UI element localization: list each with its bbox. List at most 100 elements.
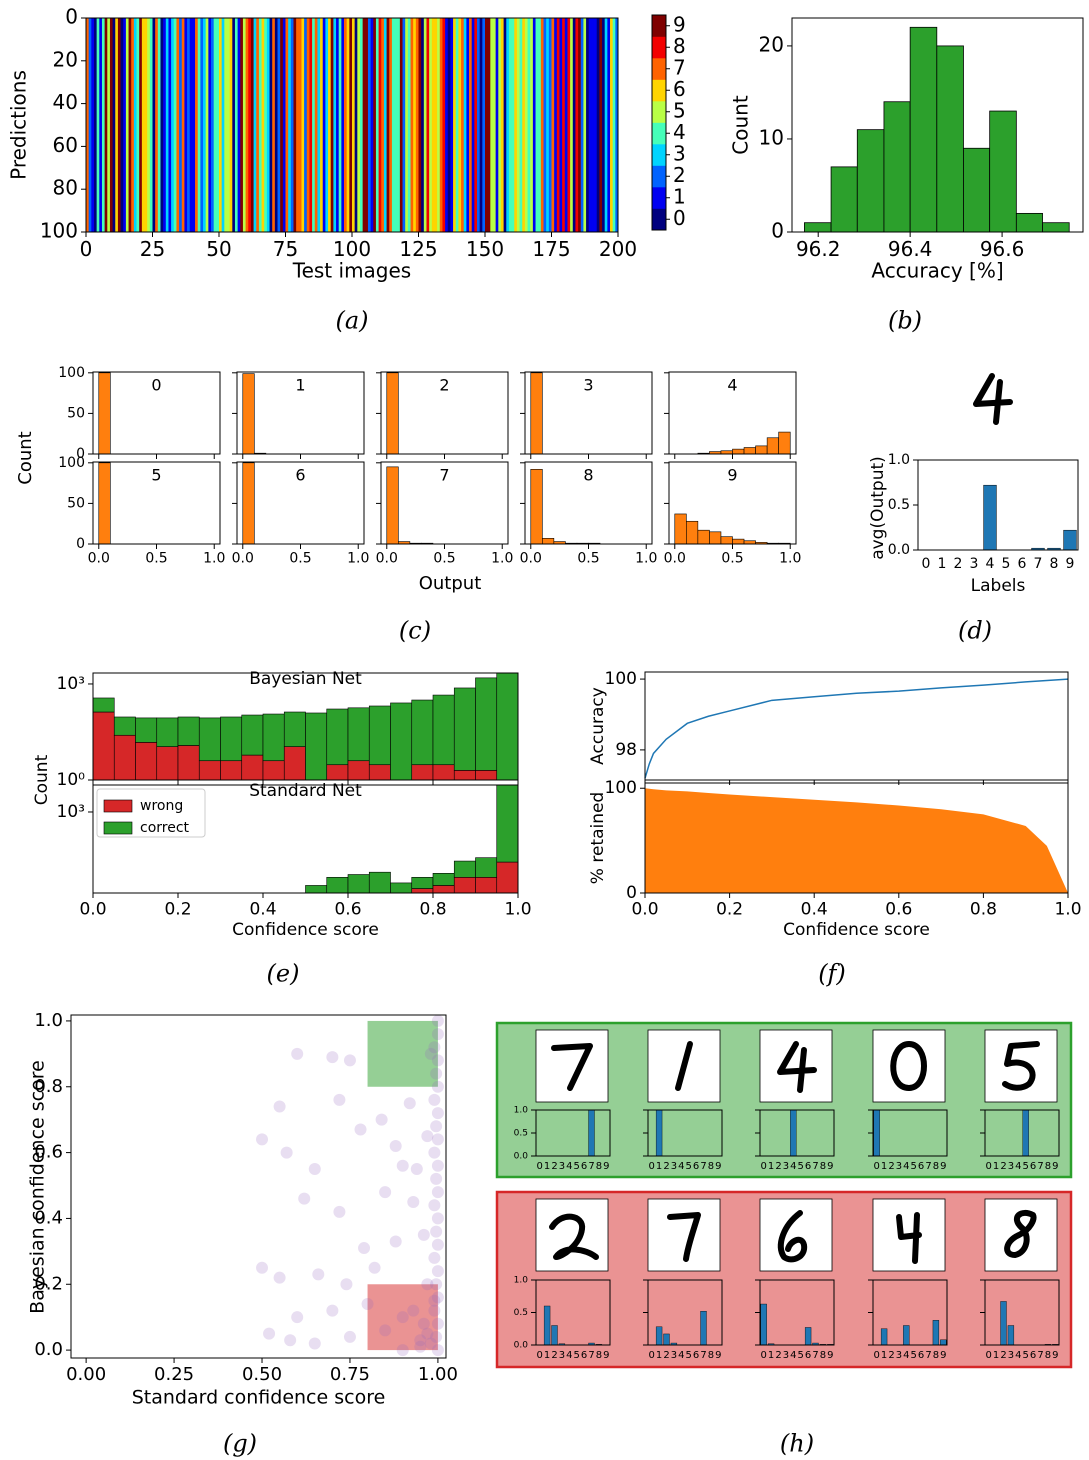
heatmap-column xyxy=(488,18,491,232)
histogram-bar xyxy=(1043,223,1070,232)
heatmap-column xyxy=(187,18,190,232)
y-tick-label: 10³ xyxy=(57,802,85,822)
x-tick-label: 3 xyxy=(896,1350,902,1361)
histogram-bar xyxy=(767,438,779,454)
heatmap-column xyxy=(153,18,156,232)
x-tick-label: 2 xyxy=(888,1350,894,1361)
x-tick-label: 2 xyxy=(1000,1350,1006,1361)
bar xyxy=(544,1306,550,1345)
bar-segment xyxy=(369,706,390,765)
x-tick-label: 9 xyxy=(1052,1350,1058,1361)
point xyxy=(432,1015,444,1027)
x-tick-label: 6 xyxy=(918,1350,924,1361)
x-tick-label: 9 xyxy=(827,1350,833,1361)
heatmap-column xyxy=(262,18,265,232)
x-tick-label: 0 xyxy=(986,1161,992,1172)
bar xyxy=(984,485,997,550)
heatmap-column xyxy=(552,18,555,232)
point xyxy=(397,1311,409,1323)
bar-segment xyxy=(412,889,433,893)
y-tick-label: 0 xyxy=(65,5,78,29)
bar-segment xyxy=(369,765,390,780)
heatmap-column xyxy=(176,18,179,232)
heatmap-column xyxy=(331,18,334,232)
bar-segment xyxy=(391,883,412,893)
x-tick-label: 0 xyxy=(874,1161,880,1172)
heatmap-column xyxy=(118,18,121,232)
bar xyxy=(1001,1301,1007,1345)
heatmap-column xyxy=(256,18,259,232)
point xyxy=(428,1094,440,1106)
point xyxy=(432,1186,444,1198)
heatmap-column xyxy=(131,18,134,232)
point xyxy=(432,1239,444,1251)
x-tick-label: 8 xyxy=(820,1161,826,1172)
x-tick-label: 8 xyxy=(1050,556,1059,572)
panel-title: 9 xyxy=(727,466,737,485)
heatmap-column xyxy=(530,18,533,232)
heatmap-column xyxy=(570,18,573,232)
image-box xyxy=(536,1030,608,1102)
y-tick-label: 60 xyxy=(53,133,78,157)
point xyxy=(432,1160,444,1172)
bar-segment xyxy=(199,761,220,780)
heatmap-column xyxy=(286,18,289,232)
x-axis-label: Accuracy [%] xyxy=(871,259,1003,283)
x-tick-label: 1 xyxy=(881,1350,887,1361)
colorbar-cell xyxy=(652,209,666,231)
x-tick-label: 1.00 xyxy=(418,1364,458,1385)
histogram-bar xyxy=(963,148,989,232)
x-tick-label: 0.4 xyxy=(249,900,276,920)
point xyxy=(379,1324,391,1336)
point xyxy=(430,1120,442,1132)
x-tick-label: 4 xyxy=(903,1350,909,1361)
x-tick-label: 6 xyxy=(918,1161,924,1172)
y-axis-label: Count xyxy=(15,431,36,484)
x-tick-label: 2 xyxy=(775,1350,781,1361)
bar-segment xyxy=(454,861,475,877)
x-tick-label: 3 xyxy=(783,1350,789,1361)
x-tick-label: 2 xyxy=(663,1161,669,1172)
heatmap-column xyxy=(365,18,368,232)
heatmap-column xyxy=(299,18,302,232)
heatmap-column xyxy=(464,18,467,232)
heatmap-column xyxy=(522,18,525,232)
x-tick-label: 2 xyxy=(551,1161,557,1172)
heatmap-column xyxy=(490,18,493,232)
point xyxy=(428,1199,440,1211)
x-tick-label: 5 xyxy=(1002,556,1011,572)
x-tick-label: 4 xyxy=(790,1350,796,1361)
y-tick-label: 0.0 xyxy=(514,1341,529,1351)
heatmap-column xyxy=(520,18,523,232)
x-tick-label: 4 xyxy=(986,556,995,572)
heatmap-column xyxy=(567,18,570,232)
heatmap-column xyxy=(421,18,424,232)
heatmap-column xyxy=(448,18,451,232)
heatmap-column xyxy=(400,18,403,232)
x-axis-label: Test images xyxy=(292,259,411,283)
bar-segment xyxy=(348,875,369,893)
y-tick-label: 20 xyxy=(759,32,784,56)
heatmap-column xyxy=(317,18,320,232)
colorbar-tick-label: 0 xyxy=(673,206,686,230)
heatmap-column xyxy=(102,18,105,232)
x-tick-label: 3 xyxy=(671,1161,677,1172)
histogram-bar xyxy=(531,373,543,454)
x-tick-label: 2 xyxy=(888,1161,894,1172)
heatmap-column xyxy=(291,18,294,232)
legend-label: wrong xyxy=(140,798,183,814)
point xyxy=(432,1291,444,1303)
heatmap-column xyxy=(381,18,384,232)
heatmap-column xyxy=(105,18,108,232)
y-tick-label: 1.0 xyxy=(888,452,910,468)
panel-title: 4 xyxy=(727,376,737,395)
point xyxy=(411,1163,423,1175)
point xyxy=(298,1193,310,1205)
bar-segment xyxy=(412,765,433,780)
x-tick-label: 0 xyxy=(537,1350,543,1361)
x-tick-label: 7 xyxy=(925,1161,931,1172)
heatmap-column xyxy=(517,18,520,232)
heatmap-column xyxy=(379,18,382,232)
figure: 0255075100125150175200020406080100Test i… xyxy=(0,0,1089,1460)
x-tick-label: 4 xyxy=(1015,1350,1021,1361)
